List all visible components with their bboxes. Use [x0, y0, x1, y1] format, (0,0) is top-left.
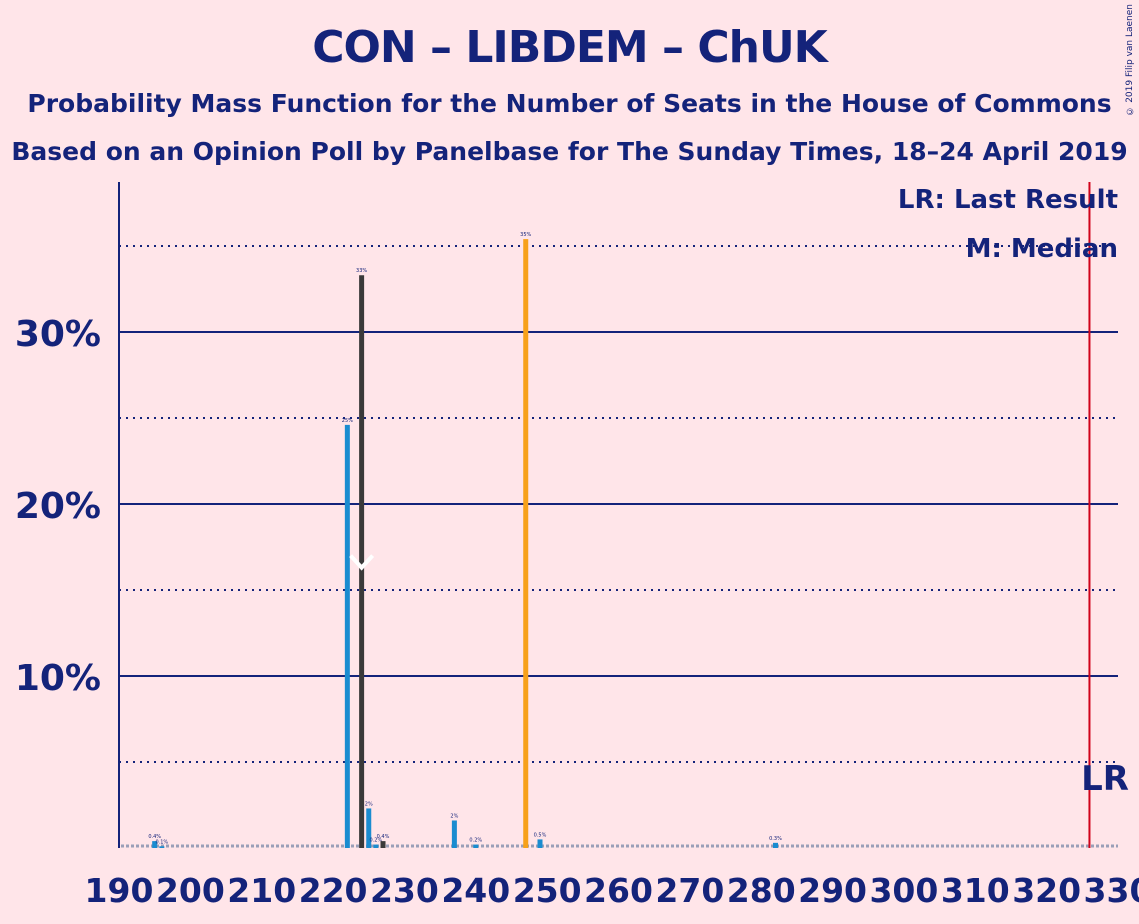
x-tick-label: 320: [1012, 871, 1081, 910]
markers: LR: [349, 182, 1129, 848]
legend-last-result: LR: Last Result: [898, 185, 1118, 215]
x-tick-label: 300: [869, 871, 938, 910]
y-tick-label: 10%: [15, 658, 101, 699]
last-result-label: LR: [1081, 759, 1129, 799]
y-tick-label: 20%: [15, 486, 101, 527]
y-tick-label: 30%: [15, 314, 101, 355]
chart-source: Based on an Opinion Poll by Panelbase fo…: [11, 137, 1128, 166]
y-axis-ticks: 10% 20% 30%: [15, 314, 101, 699]
median-marker: [349, 554, 375, 571]
bar: [772, 842, 778, 848]
bar-data-label: 33%: [356, 268, 367, 274]
x-tick-label: 260: [584, 871, 653, 910]
bar: [380, 841, 386, 848]
bar: [473, 844, 479, 848]
bar-data-label: 0.2%: [469, 838, 482, 844]
x-tick-label: 250: [513, 871, 582, 910]
bar: [523, 239, 529, 848]
bar: [359, 275, 365, 848]
bar-data-label: 0.3%: [769, 836, 782, 842]
x-tick-label: 190: [85, 871, 154, 910]
bar-data-label: 0.5%: [534, 832, 547, 838]
x-tick-label: 280: [727, 871, 796, 910]
chart-title: CON – LIBDEM – ChUK: [312, 22, 828, 73]
bar: [366, 808, 372, 848]
bar-data-label: 2%: [365, 801, 373, 807]
bar-data-label: 25%: [342, 418, 353, 424]
x-tick-label: 330: [1084, 871, 1139, 910]
bar-data-label: 2%: [450, 813, 458, 819]
bar: [152, 841, 158, 848]
chart-subtitle: Probability Mass Function for the Number…: [27, 89, 1112, 118]
x-axis-ticks: 190 200 210 220 230 240 250 260 270 280 290 300 310 3…: [85, 871, 1139, 910]
bar-data-label: 0.2%: [370, 838, 383, 844]
x-tick-label: 310: [941, 871, 1010, 910]
bar: [344, 424, 350, 848]
x-tick-label: 210: [227, 871, 296, 910]
bar-data-label: 0.4%: [148, 834, 161, 840]
x-tick-label: 270: [655, 871, 724, 910]
gridlines: [119, 245, 1118, 763]
x-tick-label: 220: [299, 871, 368, 910]
bar: [373, 844, 379, 848]
x-tick-label: 240: [441, 871, 510, 910]
x-tick-label: 230: [370, 871, 439, 910]
bar-data-label: 0.1%: [155, 839, 168, 845]
x-tick-label: 290: [798, 871, 867, 910]
bar: [451, 820, 457, 848]
bar: [159, 846, 165, 848]
bar: [537, 839, 543, 848]
bar-data-label: 35%: [520, 232, 531, 238]
bars: 0.4%0.1%25%33%2%0.2%0.4%2%0.2%35%0.5%0.3…: [148, 232, 782, 848]
legend-median: M: Median: [966, 234, 1118, 264]
bar-data-label: 0.4%: [377, 834, 390, 840]
x-tick-label: 200: [156, 871, 225, 910]
